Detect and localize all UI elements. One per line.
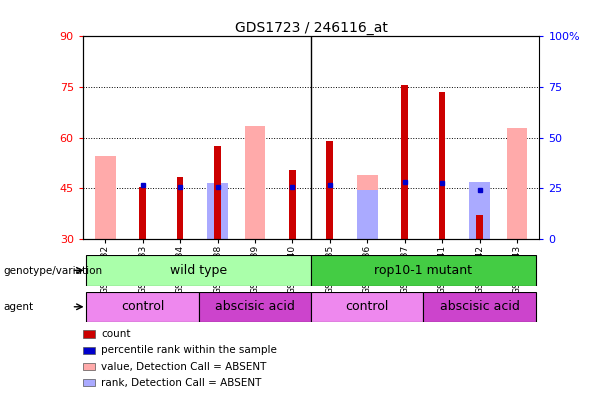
Title: GDS1723 / 246116_at: GDS1723 / 246116_at bbox=[235, 21, 387, 35]
Bar bbox=[327, 141, 333, 239]
Bar bbox=[245, 126, 265, 239]
Bar bbox=[357, 175, 378, 239]
Bar bbox=[311, 292, 424, 322]
Bar bbox=[476, 215, 483, 239]
Text: abscisic acid: abscisic acid bbox=[215, 300, 295, 313]
Bar bbox=[470, 181, 490, 239]
Bar bbox=[214, 146, 221, 239]
Bar bbox=[95, 156, 115, 239]
Bar bbox=[439, 92, 446, 239]
Text: rank, Detection Call = ABSENT: rank, Detection Call = ABSENT bbox=[101, 378, 262, 388]
Bar bbox=[507, 128, 527, 239]
Text: control: control bbox=[346, 300, 389, 313]
Text: value, Detection Call = ABSENT: value, Detection Call = ABSENT bbox=[101, 362, 267, 371]
Bar bbox=[402, 85, 408, 239]
Bar bbox=[199, 292, 311, 322]
Text: genotype/variation: genotype/variation bbox=[3, 266, 102, 275]
Bar bbox=[311, 255, 536, 286]
Text: wild type: wild type bbox=[170, 264, 227, 277]
Bar bbox=[86, 255, 311, 286]
Text: rop10-1 mutant: rop10-1 mutant bbox=[375, 264, 473, 277]
Bar bbox=[86, 292, 199, 322]
Bar bbox=[424, 292, 536, 322]
Text: percentile rank within the sample: percentile rank within the sample bbox=[101, 345, 277, 355]
Text: count: count bbox=[101, 329, 131, 339]
Bar bbox=[289, 170, 295, 239]
Bar bbox=[357, 190, 378, 239]
Bar bbox=[139, 187, 146, 239]
Text: abscisic acid: abscisic acid bbox=[440, 300, 519, 313]
Bar bbox=[177, 177, 183, 239]
Bar bbox=[207, 183, 228, 239]
Text: control: control bbox=[121, 300, 164, 313]
Text: agent: agent bbox=[3, 302, 33, 312]
